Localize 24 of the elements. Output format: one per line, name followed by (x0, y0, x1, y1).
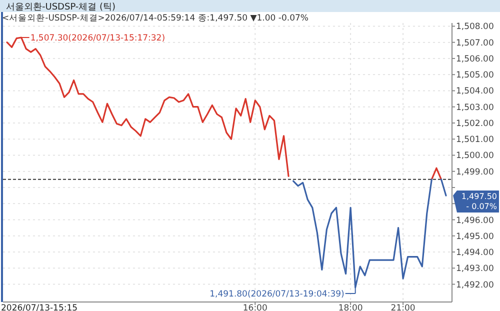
x-tick-label: 18:00 (338, 304, 363, 311)
text: 1,497.50 - 0.07% (461, 192, 498, 212)
annotation: 1,507.30(2026/07/13-15:17:32) (30, 34, 166, 44)
y-tick-label: 1,496.00 (456, 216, 494, 226)
y-tick-label: 1,494.00 (456, 248, 494, 258)
y-tick-label: 1,508.00 (456, 22, 494, 32)
chart-title: 서울외환-USDSP-체결 (틱) (6, 2, 116, 12)
y-tick-label: 1,501.00 (456, 135, 494, 146)
y-tick-label: 1,495.00 (456, 232, 494, 242)
y-tick-label: 1,492.00 (456, 280, 494, 290)
y-tick-label: 1,505.00 (456, 70, 494, 81)
x-tick-label: 16:00 (242, 304, 268, 311)
x-tick-label: 21:00 (390, 304, 416, 311)
chart-subtitle: <서울외환-USDSP-체결>2026/07/14-05:59:14 종:1,497.50 ▼1.00 -0.07% (2, 14, 308, 24)
y-tick-label: 1,502.00 (456, 118, 494, 129)
annotation: 1,491.80(2026/07/13-19:04:39) (210, 289, 344, 300)
y-tick-label: 1,507.00 (456, 38, 494, 48)
text: 2026/07/13-15:15 (1, 304, 78, 311)
y-tick-label: 1,493.00 (456, 264, 494, 274)
y-tick-label: 1,503.00 (456, 102, 494, 113)
y-tick-label: 1,506.00 (456, 54, 494, 64)
y-tick-label: 1,500.00 (456, 151, 494, 162)
y-tick-label: 1,504.00 (456, 86, 494, 97)
y-tick-label: 1,499.00 (456, 167, 494, 178)
